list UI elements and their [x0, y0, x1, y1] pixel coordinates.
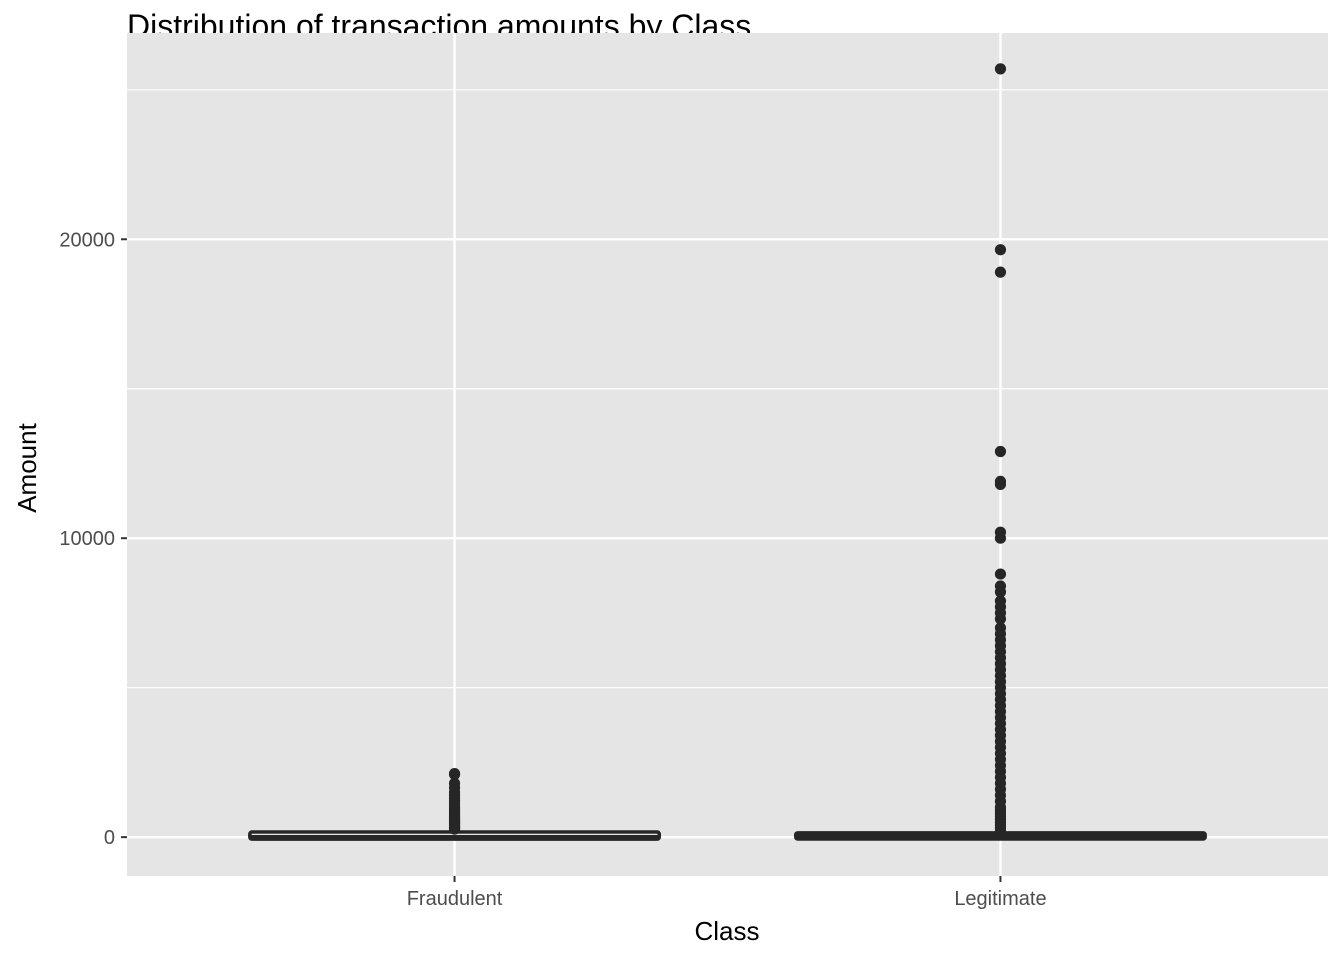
outlier-point — [448, 768, 461, 780]
outlier-point — [994, 526, 1007, 538]
box-marks — [248, 63, 1207, 841]
outlier-point — [994, 595, 1007, 607]
outlier-point — [994, 475, 1007, 488]
outlier-point — [994, 244, 1007, 256]
x-tick-label: Legitimate — [954, 888, 1046, 910]
outlier-point — [994, 622, 1007, 634]
plot-panel — [127, 33, 1328, 876]
y-tick-label: 20000 — [59, 229, 115, 251]
outlier-point — [994, 63, 1007, 75]
axes: 0 10000 20000 Fraudulent Legitimate — [59, 229, 1046, 910]
outlier-point — [994, 580, 1007, 592]
outlier-point — [448, 777, 461, 789]
x-axis-title: Class — [694, 916, 759, 946]
x-tick-label: Fraudulent — [407, 888, 503, 910]
y-axis-title: Amount — [12, 422, 42, 512]
y-tick-label: 0 — [104, 827, 115, 849]
outlier-point — [994, 445, 1007, 458]
outlier-point — [994, 266, 1007, 278]
y-tick-label: 10000 — [59, 528, 115, 550]
outlier-point — [994, 568, 1007, 580]
